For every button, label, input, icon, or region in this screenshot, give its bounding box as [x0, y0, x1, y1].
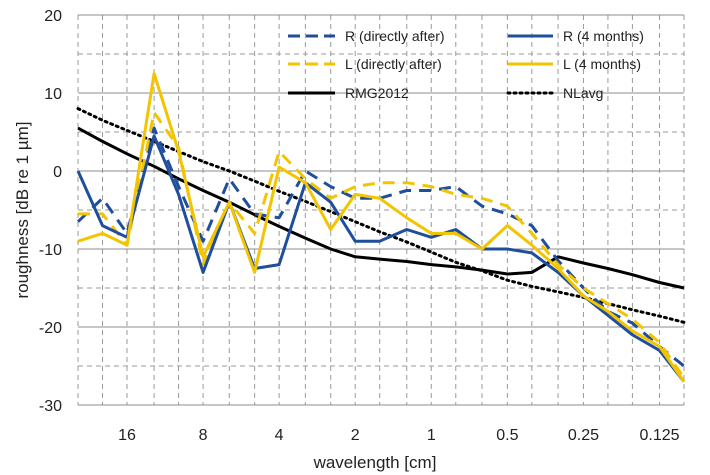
x-tick-label: 2: [351, 427, 360, 444]
series-line-4: [77, 126, 685, 290]
y-tick-label: 20: [44, 8, 62, 25]
y-tick-label: 10: [44, 86, 62, 103]
x-tick-label: 0.25: [568, 427, 599, 444]
legend-label-5: NLavg: [563, 85, 603, 101]
x-tick-labels: 16 8 4 2 1 0.5 0.25 0.125: [118, 427, 680, 444]
x-tick-label: 8: [199, 427, 208, 444]
y-tick-labels: 20 10 0 -10 -20 -30: [39, 8, 62, 415]
x-tick-label: 4: [275, 427, 284, 444]
x-axis-label: wavelength [cm]: [313, 453, 437, 472]
grid: [77, 14, 685, 406]
series-lines: [76, 72, 686, 383]
y-tick-label: -20: [39, 320, 62, 337]
y-tick-label: -10: [39, 242, 62, 259]
legend-label-1: R (4 months): [563, 28, 644, 44]
x-tick-label: 0.5: [496, 427, 518, 444]
series-line-5: [76, 107, 686, 324]
y-axis-label: roughness [dB re 1 µm]: [13, 121, 32, 298]
series-line-0: [76, 126, 685, 368]
legend: R (directly after) R (4 months) L (directl…: [288, 28, 644, 101]
x-tick-label: 1: [427, 427, 436, 444]
x-tick-label: 16: [118, 427, 136, 444]
series-line-3: [77, 72, 686, 383]
x-tick-label: 0.125: [639, 427, 679, 444]
legend-label-0: R (directly after): [345, 28, 445, 44]
y-tick-label: -30: [39, 398, 62, 415]
legend-label-4: RMG2012: [345, 85, 409, 101]
y-tick-label: 0: [53, 164, 62, 181]
legend-label-3: L (4 months): [563, 56, 641, 72]
legend-label-2: L (directly after): [345, 56, 442, 72]
series-line-2: [78, 111, 686, 379]
